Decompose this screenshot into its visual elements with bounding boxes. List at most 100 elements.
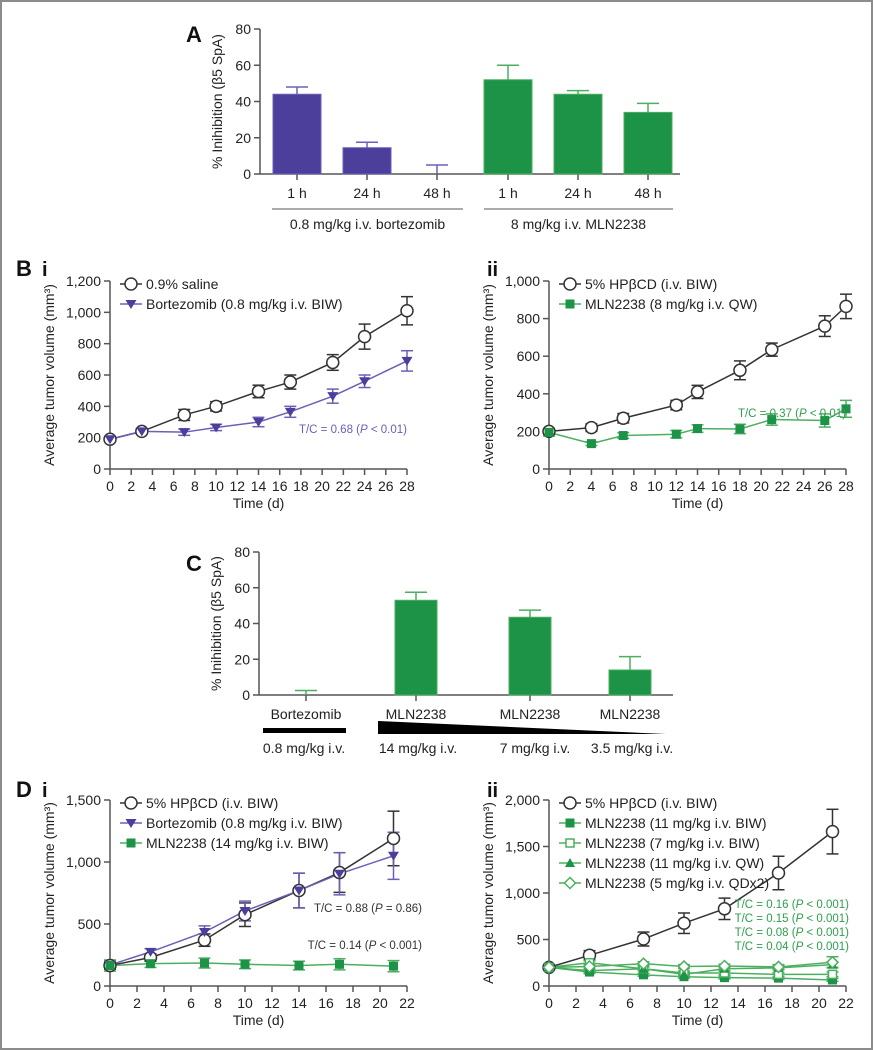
legend-label: 5% HPβCD (i.v. BIW) bbox=[585, 795, 717, 811]
x-tick-label: 28 bbox=[399, 478, 415, 494]
y-tick-label: 80 bbox=[234, 544, 250, 560]
x-tick-label: 22 bbox=[838, 995, 854, 1011]
x-tick-label: 22 bbox=[336, 478, 352, 494]
x-tick-label: 6 bbox=[187, 995, 195, 1011]
x-axis-label: Time (d) bbox=[233, 495, 285, 511]
marker-open-circle bbox=[825, 824, 840, 839]
sub-panel-label: i bbox=[42, 780, 48, 802]
legend-label: 5% HPβCD (i.v. BIW) bbox=[585, 276, 717, 292]
marker-open-circle bbox=[771, 866, 786, 880]
bar bbox=[342, 147, 392, 175]
dose-label: 3.5 mg/kg i.v. bbox=[591, 740, 673, 756]
marker-open-circle bbox=[209, 399, 223, 414]
x-tick-label: 1 h bbox=[287, 185, 306, 201]
y-tick-label: 60 bbox=[235, 57, 251, 73]
y-tick-label: 40 bbox=[234, 616, 250, 632]
marker-triangle-down bbox=[136, 427, 148, 437]
marker-open-circle bbox=[357, 329, 372, 344]
annotation-tc: T/C = 0.16 (P < 0.001) bbox=[735, 899, 850, 911]
legend-label: Bortezomib (0.8 mg/kg i.v. BIW) bbox=[146, 296, 343, 312]
annotation-tc: T/C = 0.37 (P < 0.01) bbox=[738, 408, 846, 420]
dose-gradient-wedge bbox=[378, 721, 666, 734]
marker-open-circle bbox=[765, 342, 779, 357]
panel-label: C bbox=[186, 551, 202, 576]
marker-open-circle bbox=[717, 902, 732, 916]
x-tick-label: 0 bbox=[545, 995, 553, 1011]
x-tick-label: 8 bbox=[191, 478, 199, 494]
dose-label: 7 mg/kg i.v. bbox=[500, 740, 571, 756]
x-tick-label: 10 bbox=[237, 995, 253, 1011]
legend-item: MLN2238 (5 mg/kg i.v. QDx2) bbox=[559, 875, 769, 891]
legend-label: MLN2238 (11 mg/kg i.v. QW) bbox=[585, 855, 764, 871]
legend-item: 5% HPβCD (i.v. BIW) bbox=[559, 276, 717, 292]
y-tick-label: 1,500 bbox=[505, 839, 540, 855]
x-tick-label: 16 bbox=[272, 478, 288, 494]
chart-Dii: ii 0 500 1,000 1,500 2,000 Average tumor volum… bbox=[480, 780, 854, 1028]
y-tick-label: 0 bbox=[532, 461, 540, 477]
marker-filled-square bbox=[767, 415, 777, 425]
sub-panel-label: ii bbox=[487, 259, 498, 281]
marker-open-diamond bbox=[825, 955, 840, 969]
x-tick-label: 6 bbox=[170, 478, 178, 494]
marker-open-circle bbox=[669, 398, 684, 412]
marker-triangle-down bbox=[199, 928, 210, 938]
legend-item: MLN2238 (11 mg/kg i.v. BIW) bbox=[559, 815, 767, 831]
y-tick-label: 800 bbox=[517, 311, 541, 327]
x-tick-label: 1 h bbox=[498, 185, 517, 201]
y-axis-label: % Inihibition (β5 SpA) bbox=[208, 556, 224, 691]
chart-C: C 0 20 40 60 80 % Inihibition (β5 SpA) Bortezom… bbox=[186, 544, 673, 756]
x-tick-label: 18 bbox=[732, 478, 748, 494]
y-tick-label: 60 bbox=[234, 580, 250, 596]
x-tick-label: MLN2238 bbox=[386, 706, 447, 722]
legend-item: MLN2238 (7 mg/kg i.v. BIW) bbox=[559, 835, 760, 851]
annotation-tc: T/C = 0.04 (P < 0.001) bbox=[735, 941, 850, 953]
marker-open-circle bbox=[584, 420, 599, 435]
x-tick-label: Bortezomib bbox=[271, 706, 342, 722]
bar bbox=[508, 616, 552, 696]
dose-label: 14 mg/kg i.v. bbox=[379, 740, 457, 756]
x-tick-label: 14 bbox=[690, 478, 706, 494]
marker-open-circle bbox=[283, 375, 298, 389]
marker-open-circle bbox=[818, 319, 832, 333]
x-tick-label: 20 bbox=[753, 478, 769, 494]
x-tick-label: MLN2238 bbox=[600, 706, 661, 722]
marker-open-diamond bbox=[636, 957, 651, 971]
marker-triangle-down bbox=[327, 392, 339, 402]
panel-label: B bbox=[16, 256, 32, 281]
marker-open-square bbox=[827, 969, 838, 980]
marker-filled-square bbox=[200, 958, 209, 968]
x-tick-label: 14 bbox=[730, 995, 746, 1011]
x-tick-label: 24 bbox=[796, 478, 812, 494]
y-axis-label: Average tumor volume (mm³) bbox=[480, 802, 496, 984]
x-tick-label: 6 bbox=[626, 995, 634, 1011]
legend-label: MLN2238 (8 mg/kg i.v. QW) bbox=[585, 296, 757, 312]
legend-label: 0.9% saline bbox=[146, 276, 219, 292]
x-tick-label: 16 bbox=[757, 995, 773, 1011]
y-tick-label: 1,000 bbox=[66, 304, 101, 320]
x-tick-label: 2 bbox=[566, 478, 574, 494]
y-tick-label: 500 bbox=[517, 932, 541, 948]
legend-label: MLN2238 (11 mg/kg i.v. BIW) bbox=[585, 815, 767, 831]
legend-item: MLN2238 (14 mg/kg i.v. BIW) bbox=[120, 835, 329, 851]
marker-open-diamond bbox=[771, 960, 786, 974]
marker-triangle-down bbox=[104, 435, 116, 445]
marker-triangle-down bbox=[401, 356, 413, 366]
x-tick-label: 12 bbox=[264, 995, 280, 1011]
y-tick-label: 20 bbox=[235, 130, 251, 146]
marker-filled-square bbox=[671, 429, 681, 439]
x-tick-label: 4 bbox=[588, 478, 596, 494]
legend-label: MLN2238 (14 mg/kg i.v. BIW) bbox=[146, 835, 329, 851]
y-tick-label: 0 bbox=[93, 461, 101, 477]
x-tick-label: 2 bbox=[133, 995, 141, 1011]
y-tick-label: 20 bbox=[234, 651, 250, 667]
legend-label: MLN2238 (5 mg/kg i.v. QDx2) bbox=[585, 875, 769, 891]
y-tick-label: 80 bbox=[235, 21, 251, 37]
x-tick-label: 18 bbox=[345, 995, 361, 1011]
x-tick-label: 4 bbox=[149, 478, 157, 494]
marker-open-circle bbox=[733, 363, 747, 378]
bar bbox=[553, 93, 603, 175]
legend-item: MLN2238 (11 mg/kg i.v. QW) bbox=[559, 855, 764, 871]
marker-open-circle bbox=[563, 277, 577, 291]
